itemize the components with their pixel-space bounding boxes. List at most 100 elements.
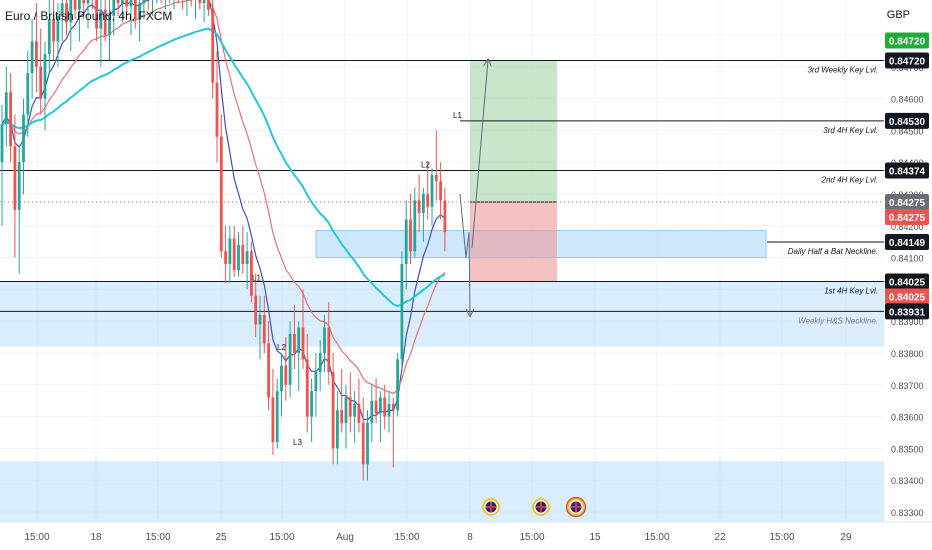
down-projection-arrow [459, 193, 470, 315]
candle-body [430, 174, 434, 207]
candle-body [293, 333, 296, 353]
candle-body [323, 327, 326, 353]
price-tick-label: 0.83400 [891, 476, 924, 486]
candle-body [404, 219, 408, 264]
candle-body [215, 82, 219, 137]
candle-body [26, 73, 30, 115]
candle-body [30, 41, 34, 74]
price-badge-label: 0.84149 [889, 238, 926, 249]
economic-events[interactable] [482, 496, 587, 518]
candle-body [413, 200, 417, 252]
time-axis[interactable]: 15:00 18 15:00 25 15:00 Aug 15:00 8 15:00 15 15:00… [0, 521, 932, 543]
candle-body [340, 410, 344, 423]
flag-cross-icon [536, 502, 546, 512]
lower-demand-zone [0, 461, 884, 522]
candle-body [288, 333, 292, 385]
grid [0, 0, 884, 522]
time-tick-label: 29 [840, 532, 852, 543]
event-highlight-ring [565, 496, 587, 518]
candle-body [331, 372, 335, 449]
price-badge-label: 0.84275 [889, 213, 926, 224]
moving-averages [1, 0, 446, 421]
time-tick-label: 25 [215, 532, 227, 543]
zones [0, 230, 884, 522]
price-badge-label: 0.84374 [889, 166, 926, 177]
candle-body [262, 314, 266, 344]
price-tick-label: 0.83700 [891, 381, 924, 391]
candle-body [348, 397, 352, 417]
target-zone[interactable] [470, 60, 557, 202]
price-tick-label: 0.83300 [891, 508, 924, 518]
swing-labels: L1 L2 L1 L2 L3 [252, 111, 462, 447]
candles [0, 0, 447, 481]
swing-label: L1 [252, 273, 261, 282]
candle-body [391, 403, 395, 411]
flag-cross-icon [571, 502, 581, 512]
candle-body [374, 400, 378, 414]
price-badge [885, 112, 929, 129]
candle-body [69, 0, 73, 23]
key-level-label: Daily Half a Bat Neckline. [788, 247, 878, 256]
price-badge-label: 0.84025 [889, 277, 926, 288]
candle-body [280, 365, 283, 392]
candle-body [13, 146, 17, 210]
candle-body [434, 174, 438, 182]
candle-body [370, 400, 374, 423]
key-level-label: 1st 4H Key Lvl. [824, 286, 878, 295]
candle-body [271, 397, 275, 443]
supply-demand-zone [0, 281, 884, 347]
candle-body [116, 0, 120, 4]
key-level-label: Weekly H&S Neckline. [798, 316, 878, 325]
candle-body [219, 136, 223, 252]
price-badge-label: 0.84720 [889, 56, 926, 67]
candle-body [254, 295, 258, 325]
time-tick-label: 15:00 [145, 532, 170, 543]
price-tick-label: 0.84500 [891, 126, 924, 136]
candle-body [383, 397, 387, 417]
time-tick-label: 15 [589, 532, 601, 543]
time-tick-label: 15:00 [519, 532, 544, 543]
price-badge-label: 0.84720 [889, 36, 926, 47]
time-tick-label: 15:00 [394, 532, 419, 543]
long-position-tool[interactable] [0, 60, 884, 282]
candle-body [284, 365, 288, 385]
symbol-title: Euro / British Pound, 4h, FXCM [5, 9, 173, 23]
candle-body [275, 391, 279, 443]
price-axis[interactable]: 0.848000.847000.846000.845000.844000.843… [885, 31, 929, 518]
candle-body [443, 200, 447, 233]
price-badge [885, 288, 929, 305]
candle-body [0, 124, 4, 163]
candle-body [47, 19, 51, 55]
candle-body [237, 244, 240, 271]
candle-body [366, 422, 369, 465]
price-badge [885, 303, 929, 320]
price-tick-label: 0.84600 [891, 95, 924, 105]
price-badge-label: 0.84275 [889, 198, 926, 209]
price-tick-label: 0.83500 [891, 444, 924, 454]
price-tick-label: 0.83900 [891, 317, 924, 327]
candle-body [142, 0, 146, 4]
key-level-label: 3rd 4H Key Lvl. [823, 126, 878, 135]
price-tick-label: 0.83600 [891, 413, 924, 423]
candle-body [198, 0, 202, 4]
candle-body [121, 0, 124, 4]
key-level-label: 3rd Weekly Key Lvl. [807, 65, 878, 74]
swing-label: L3 [293, 438, 302, 447]
time-tick-label: 15:00 [24, 532, 49, 543]
candle-body [17, 162, 21, 210]
up-projection-arrow [471, 60, 488, 249]
stop-zone[interactable] [470, 201, 557, 282]
time-tick-label: 8 [467, 532, 473, 543]
candle-body [103, 9, 107, 35]
candle-body [4, 92, 8, 125]
candle-body [245, 251, 249, 264]
candle-body [327, 327, 331, 373]
flag-cross-icon [486, 502, 496, 512]
price-badge [885, 32, 929, 49]
candle-body [39, 66, 43, 99]
price-badge-label: 0.83931 [889, 307, 926, 318]
price-badge-label: 0.84025 [889, 292, 926, 303]
candle-body [108, 15, 111, 35]
price-badge [885, 162, 929, 179]
